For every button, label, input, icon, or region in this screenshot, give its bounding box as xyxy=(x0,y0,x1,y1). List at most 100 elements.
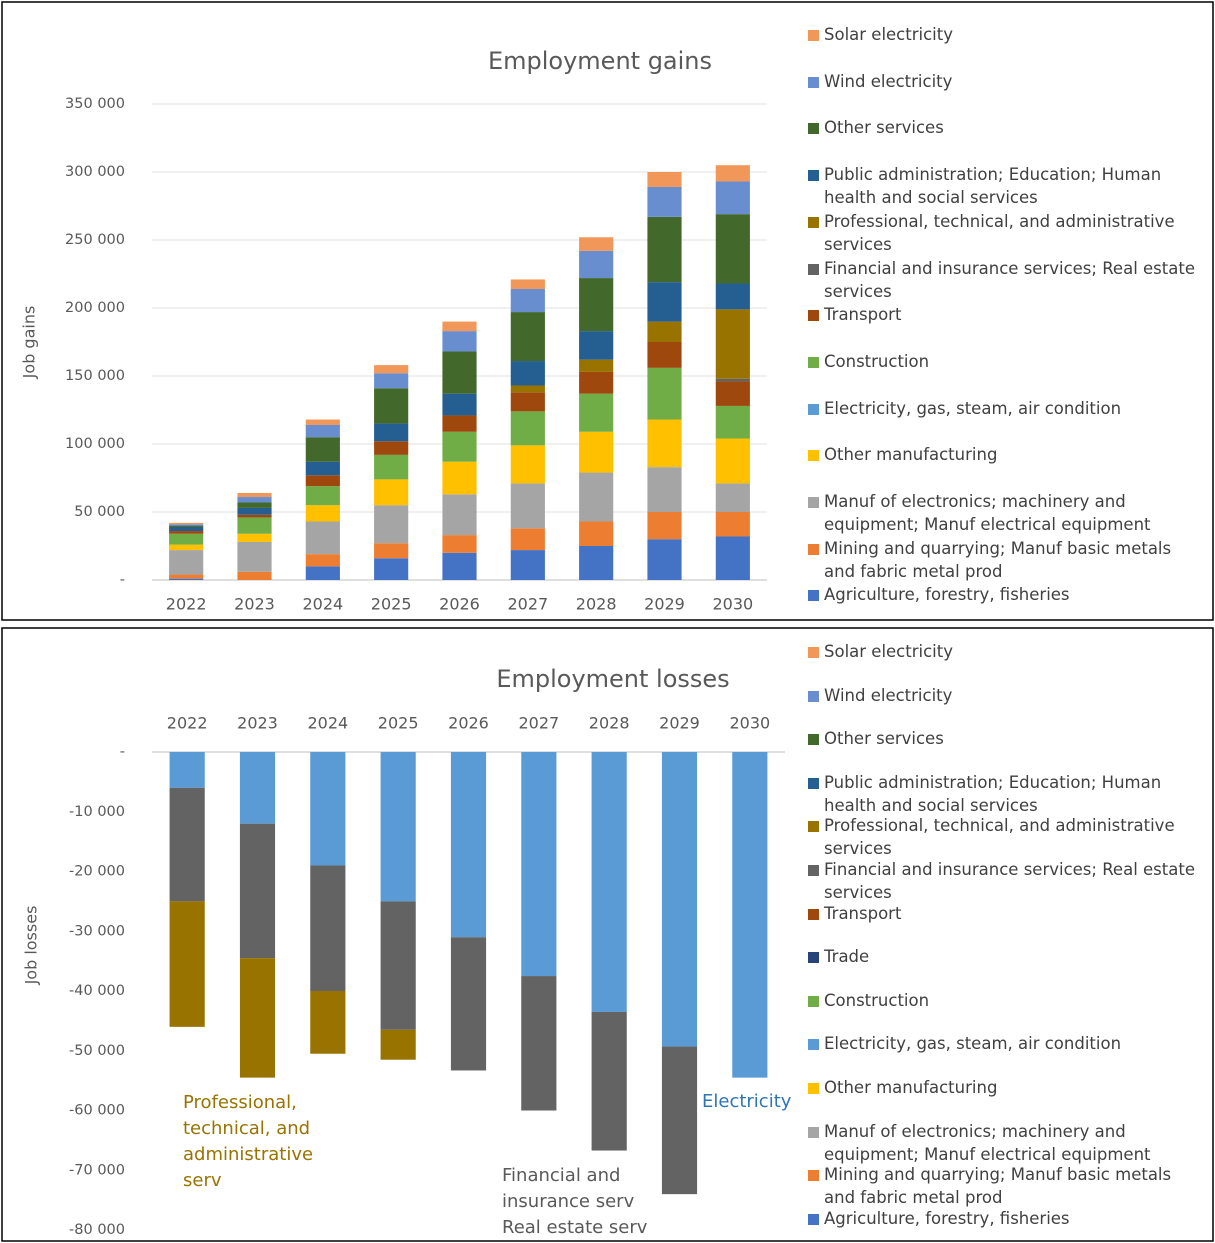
legend-swatch xyxy=(808,1083,819,1094)
legend-item: Construction xyxy=(808,350,1198,373)
bar-segment xyxy=(305,475,340,487)
legend-item: Electricity, gas, steam, air condition xyxy=(808,397,1198,420)
bar-segment xyxy=(305,505,340,522)
bar-segment xyxy=(169,787,205,902)
x-tick-label: 2025 xyxy=(371,595,412,614)
x-tick-label: 2025 xyxy=(378,714,419,733)
legend-item: Professional, technical, and administrat… xyxy=(808,210,1198,256)
legend-label: Agriculture, forestry, fisheries xyxy=(824,1208,1070,1228)
bar-segment xyxy=(579,237,614,251)
legend-item: Solar electricity xyxy=(808,23,1198,46)
legend-swatch xyxy=(808,647,819,658)
bar-segment xyxy=(305,554,340,567)
bar-segment xyxy=(380,1029,416,1060)
legend-item: Manuf of electronics; machinery and equi… xyxy=(808,1120,1198,1166)
legend-item: Trade xyxy=(808,945,1198,968)
bar-segment xyxy=(661,1046,698,1195)
bar-segment xyxy=(169,525,204,527)
bar-segment xyxy=(715,283,750,310)
y-tick-label: -30 000 xyxy=(69,923,125,939)
legend-label: Electricity, gas, steam, air condition xyxy=(824,398,1122,418)
bar-segment xyxy=(591,1011,627,1151)
bar-segment xyxy=(510,279,545,289)
y-tick-label: 350 000 xyxy=(65,96,125,112)
legend-swatch xyxy=(808,1213,819,1225)
legend-swatch xyxy=(808,952,819,964)
bar-segment xyxy=(169,526,204,532)
bar-segment xyxy=(237,514,272,518)
bar-segment xyxy=(579,359,614,372)
bar-segment xyxy=(305,486,340,506)
legend-swatch xyxy=(808,263,819,275)
legend-item: Solar electricity xyxy=(808,640,1198,663)
legend-label: Public administration; Education; Human … xyxy=(824,772,1162,815)
bar-segment xyxy=(647,282,682,322)
bar-segment xyxy=(521,752,557,977)
legend-swatch xyxy=(808,216,819,228)
legend-swatch xyxy=(808,821,819,833)
bar-segment xyxy=(442,494,477,536)
legend-swatch xyxy=(808,995,819,1007)
y-axis-label: Job gains xyxy=(20,306,39,380)
legend-swatch xyxy=(808,734,819,746)
y-tick-label: -70 000 xyxy=(69,1162,125,1178)
bar-segment xyxy=(510,445,545,484)
legend-label: Mining and quarrying; Manuf basic metals… xyxy=(824,1165,1172,1208)
bar-segment xyxy=(169,752,205,788)
bar-segment xyxy=(715,378,750,382)
legend-swatch xyxy=(808,123,819,135)
bar-segment xyxy=(579,393,614,432)
bar-segment xyxy=(647,216,682,283)
bar-segment xyxy=(169,578,204,580)
bar-segment xyxy=(579,521,614,546)
legend-item: Electricity, gas, steam, air condition xyxy=(808,1032,1198,1055)
bar-segment xyxy=(442,331,477,352)
legend-swatch xyxy=(808,865,819,876)
legend-item: Agriculture, forestry, fisheries xyxy=(808,583,1198,606)
bar-segment xyxy=(521,976,557,1111)
y-tick-label: -10 000 xyxy=(69,804,125,820)
bar-segment xyxy=(237,517,272,534)
bar-segment xyxy=(305,424,340,438)
bar-segment xyxy=(647,512,682,540)
x-tick-label: 2028 xyxy=(589,714,630,733)
legend-swatch xyxy=(808,543,819,555)
frame xyxy=(1,1,1214,621)
y-tick-label: 100 000 xyxy=(65,436,125,452)
y-tick-label: -60 000 xyxy=(69,1103,125,1119)
bar-segment xyxy=(239,752,276,824)
legend-swatch xyxy=(808,170,819,182)
bar-segment xyxy=(647,342,682,368)
bar-segment xyxy=(310,991,346,1054)
bar-segment xyxy=(169,901,205,1027)
bar-segment xyxy=(374,505,409,544)
x-tick-label: 2022 xyxy=(166,595,207,614)
x-tick-label: 2022 xyxy=(167,714,208,733)
bar-segment xyxy=(169,550,204,575)
x-tick-label: 2024 xyxy=(307,714,348,733)
x-tick-label: 2023 xyxy=(234,595,275,614)
y-tick-label: 50 000 xyxy=(74,504,125,520)
bar-segment xyxy=(239,958,276,1078)
bar-segment xyxy=(715,181,750,215)
bar-segment xyxy=(591,752,627,1012)
bar-segment xyxy=(374,558,409,580)
annotation: Electricity xyxy=(702,1091,792,1112)
legend-label: Public administration; Education; Human … xyxy=(824,165,1162,208)
legend-label: Electricity, gas, steam, air condition xyxy=(824,1034,1122,1054)
legend-item: Agriculture, forestry, fisheries xyxy=(808,1207,1198,1230)
bar-segment xyxy=(647,172,682,187)
bar-segment xyxy=(169,544,204,551)
legend-label: Other manufacturing xyxy=(824,445,998,465)
bar-segment xyxy=(237,541,272,572)
bar-segment xyxy=(442,431,477,462)
legend-swatch xyxy=(808,690,819,702)
bar-segment xyxy=(715,512,750,537)
bar-segment xyxy=(239,823,276,959)
bar-segment xyxy=(237,507,272,515)
bar-segment xyxy=(579,250,614,279)
bar-segment xyxy=(310,752,346,866)
bar-segment xyxy=(305,419,340,425)
bar-segment xyxy=(732,752,768,1078)
